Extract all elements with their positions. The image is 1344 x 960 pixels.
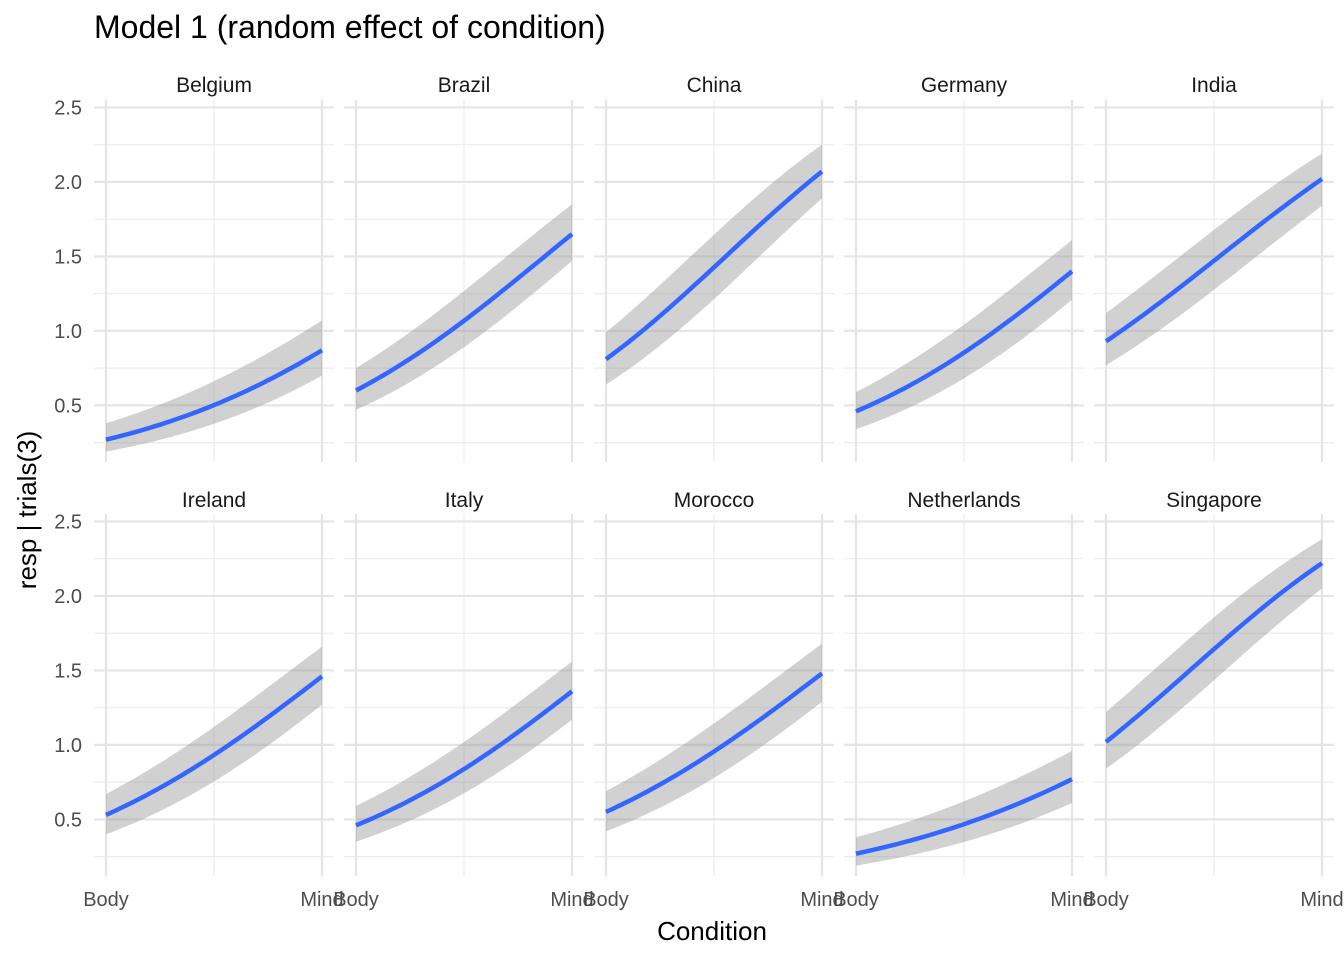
fitted-line [105,348,324,442]
y-axis-title: resp | trials(3) [12,431,42,589]
y-tick-label: 2.0 [54,586,82,608]
panel-india: India [1094,74,1334,462]
facet-label: China [687,74,742,97]
panel-singapore: Singapore Body Mind [1083,489,1343,911]
panel-china: China [594,74,834,462]
facet-label: Ireland [182,489,246,512]
fitted-line [604,169,824,362]
fitted-line [855,777,1073,856]
y-tick-label: 2.5 [54,97,82,119]
x-tick-label: Mind [1300,889,1343,911]
y-tick-label: 0.5 [54,395,82,417]
y-tick-label: 1.5 [54,246,82,268]
y-tick-label: 2.5 [54,511,82,533]
x-axis-title: Condition [657,916,767,946]
panel-morocco: Morocco Body Mind [583,489,843,911]
facet-label: Morocco [674,489,755,512]
y-tick-label: 1.0 [54,321,82,343]
facet-label: Germany [921,74,1008,97]
y-tick-label: 0.5 [54,809,82,831]
x-tick-label: Body [83,889,129,911]
x-tick-label: Mind [300,889,343,911]
fitted-line [105,674,324,817]
confidence-ribbon [106,320,322,452]
panel-ireland: Ireland 0.5 1.0 1.5 2.0 2.5 Body Mind [54,489,343,911]
x-tick-label: Body [583,889,629,911]
fitted-line [354,232,574,393]
confidence-ribbon [1106,539,1322,769]
confidence-ribbon [856,240,1072,430]
chart-title: Model 1 (random effect of condition) [94,9,606,45]
facet-label: Belgium [176,74,252,97]
panel-belgium: Belgium 0.5 1.0 1.5 2.0 2.5 [54,74,334,462]
fitted-line [605,671,824,814]
fitted-line [1104,177,1324,344]
facet-label: Netherlands [907,489,1020,512]
x-tick-label: Mind [550,889,593,911]
panels: Belgium 0.5 1.0 1.5 2.0 2.5 Brazil China Germany… [54,74,1343,911]
x-tick-label: Body [1083,889,1129,911]
x-tick-label: Mind [800,889,843,911]
confidence-ribbon [356,661,572,842]
facet-label: Italy [445,489,484,512]
y-tick-label: 2.0 [54,172,82,194]
x-tick-label: Mind [1050,889,1093,911]
x-tick-label: Body [833,889,879,911]
fitted-line [355,689,574,828]
panel-italy: Italy Body Mind [333,489,593,911]
facet-label: Brazil [438,74,491,97]
facet-label: Singapore [1166,489,1262,512]
fitted-line [1104,561,1324,744]
confidence-ribbon [856,750,1072,866]
fitted-line [855,269,1074,414]
y-tick-label: 1.0 [54,735,82,757]
facet-label: India [1191,74,1237,97]
y-tick-label: 1.5 [54,660,82,682]
panel-germany: Germany [844,74,1084,462]
panel-brazil: Brazil [344,74,584,462]
x-tick-label: Body [333,889,379,911]
panel-netherlands: Netherlands Body Mind [833,489,1093,911]
